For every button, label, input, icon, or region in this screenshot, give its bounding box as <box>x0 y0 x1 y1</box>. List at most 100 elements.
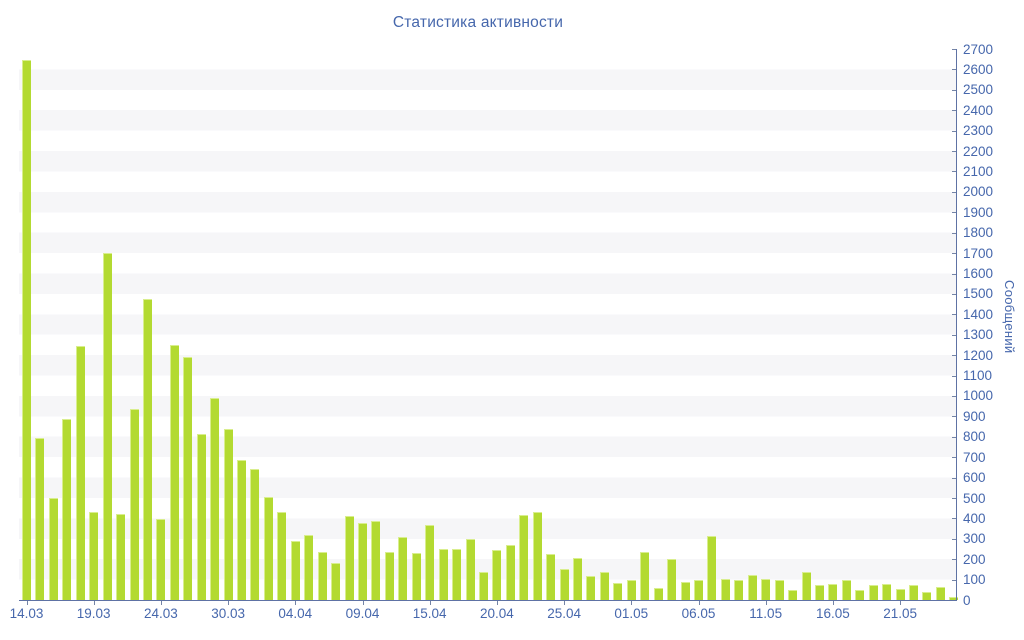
y-tick-label: 1700 <box>963 245 994 261</box>
bar-58 <box>801 572 811 600</box>
y-tick-label: 600 <box>963 470 986 486</box>
y-tick-label: 2100 <box>963 163 994 179</box>
y-tick <box>952 518 957 520</box>
x-tick <box>496 601 498 605</box>
bar-55 <box>761 578 771 600</box>
x-tick-label: 01.05 <box>614 606 649 621</box>
y-tick <box>952 579 957 581</box>
bar-66 <box>909 584 919 600</box>
x-tick <box>93 601 95 605</box>
x-tick-label: 25.04 <box>547 606 581 621</box>
y-tick <box>952 69 957 71</box>
y-tick-label: 1000 <box>963 388 994 404</box>
bar-21 <box>304 534 314 600</box>
y-tick-label: 1900 <box>963 204 994 220</box>
bar-49 <box>680 581 690 600</box>
y-tick-label: 2700 <box>963 41 994 57</box>
bar-44 <box>613 582 623 600</box>
y-tick <box>952 253 957 255</box>
chart-title: Статистика активности <box>392 14 564 31</box>
bar-35 <box>492 550 502 600</box>
y-tick <box>952 110 957 112</box>
bar-11 <box>169 344 179 600</box>
bar-40 <box>559 569 569 600</box>
y-tick-label: 200 <box>963 551 986 567</box>
x-tick <box>26 601 28 605</box>
bar-23 <box>331 563 341 600</box>
x-tick <box>900 601 902 605</box>
bar-54 <box>747 574 757 600</box>
x-tick-label: 21.05 <box>883 606 917 621</box>
x-tick <box>698 601 700 605</box>
bar-17 <box>250 469 260 600</box>
bar-39 <box>546 554 556 600</box>
y-tick-label: 2400 <box>963 102 994 118</box>
bar-52 <box>720 578 730 600</box>
y-tick <box>952 477 957 479</box>
y-axis-title: Сообщений <box>1002 279 1017 353</box>
bar-3 <box>62 419 72 600</box>
bar-48 <box>667 559 677 600</box>
y-tick <box>952 395 957 397</box>
plot-area <box>19 49 959 600</box>
bar-60 <box>828 583 838 600</box>
y-tick <box>952 498 957 499</box>
x-tick <box>295 601 297 605</box>
bar-18 <box>263 496 273 600</box>
x-tick <box>429 601 431 605</box>
y-tick-label: 900 <box>963 408 986 424</box>
x-tick-label: 06.05 <box>681 606 716 621</box>
bar-37 <box>519 515 529 600</box>
bar-15 <box>223 428 233 600</box>
bar-12 <box>183 357 193 600</box>
bar-2 <box>48 498 58 600</box>
bar-68 <box>935 586 945 600</box>
bar-64 <box>882 583 892 600</box>
y-tick <box>952 151 957 152</box>
x-tick <box>564 601 566 605</box>
y-tick-label: 1500 <box>963 286 994 302</box>
x-tick-label: 14.03 <box>9 606 44 621</box>
y-tick <box>952 416 957 418</box>
bar-26 <box>371 521 381 600</box>
bar-61 <box>841 579 851 600</box>
x-tick <box>160 601 162 605</box>
y-tick <box>952 89 957 91</box>
y-tick-label: 2500 <box>963 82 994 98</box>
bar-30 <box>425 524 435 600</box>
bar-10 <box>156 519 166 600</box>
x-tick-label: 16.05 <box>815 606 850 621</box>
bar-22 <box>317 552 327 600</box>
bar-9 <box>142 299 152 600</box>
y-tick-label: 1200 <box>963 347 994 363</box>
bar-36 <box>505 544 515 600</box>
y-tick <box>952 314 957 316</box>
bar-0 <box>22 60 31 600</box>
y-tick <box>952 49 957 50</box>
bar-41 <box>573 558 583 600</box>
y-tick <box>952 436 957 438</box>
y-tick-label: 1400 <box>963 306 994 322</box>
bar-63 <box>868 584 878 600</box>
bar-5 <box>89 512 99 600</box>
y-tick-label: 100 <box>963 572 986 588</box>
bar-34 <box>478 572 488 600</box>
bar-50 <box>694 579 703 600</box>
bar-14 <box>210 398 220 600</box>
y-tick <box>952 273 957 275</box>
bar-45 <box>626 579 636 600</box>
x-tick <box>832 601 834 605</box>
x-tick-label: 19.03 <box>76 606 111 621</box>
bar-28 <box>398 536 408 600</box>
y-tick-label: 400 <box>963 510 986 526</box>
x-tick-label: 24.03 <box>143 606 178 621</box>
y-tick-label: 700 <box>963 449 986 465</box>
x-tick-label: 15.04 <box>412 606 447 621</box>
x-tick <box>362 601 364 605</box>
bar-29 <box>411 553 421 600</box>
bar-31 <box>438 549 448 600</box>
bar-38 <box>532 512 542 600</box>
bar-25 <box>358 522 367 600</box>
x-tick <box>765 601 767 605</box>
